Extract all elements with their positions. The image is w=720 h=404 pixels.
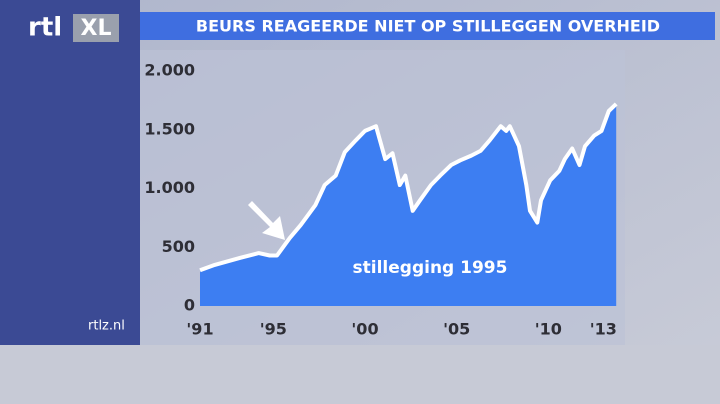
logo-box <box>73 14 119 42</box>
site-url: rtlz.nl <box>88 319 125 334</box>
title-bar <box>140 12 715 40</box>
line <box>199 102 618 273</box>
annotation: stillegging 1995 <box>353 258 508 278</box>
x-tick-label: '91 <box>186 320 213 339</box>
plot: 0 500 1.000 1.500 2.000 '91 '95 '00 '05 '10 '13 <box>144 61 618 339</box>
logo-rtl: rtl <box>28 13 62 43</box>
y-tick-label: 0 <box>184 296 195 315</box>
arrow <box>248 201 285 240</box>
x-tick-label: '10 <box>535 320 562 339</box>
bottom-panel <box>0 345 720 404</box>
y-tick-label: 2.000 <box>144 61 195 80</box>
y-tick-label: 500 <box>162 237 195 256</box>
y-tick-label: 1.500 <box>144 119 195 138</box>
x-tick-label: '00 <box>351 320 378 339</box>
side-panel <box>0 0 140 345</box>
x-tick-label: '95 <box>260 320 287 339</box>
logo-xl: XL <box>81 16 112 41</box>
chart-title: BEURS REAGEERDE NIET OP STILLEGGEN OVERH… <box>196 17 660 36</box>
x-tick-label: '05 <box>443 320 470 339</box>
y-tick-label: 1.000 <box>144 178 195 197</box>
x-tick-label: '13 <box>590 320 617 339</box>
area <box>200 103 617 307</box>
